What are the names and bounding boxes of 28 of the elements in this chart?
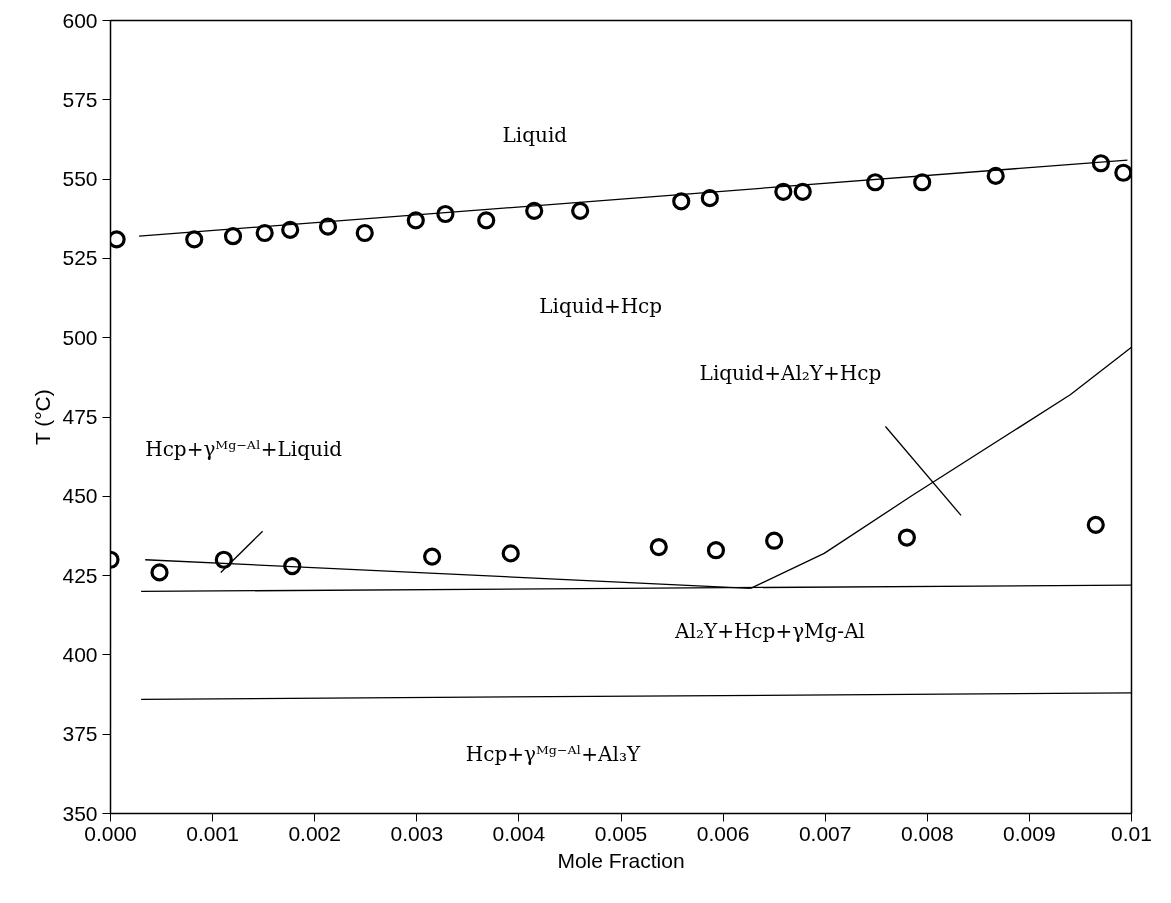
x-tick-label: 0.007 — [798, 821, 852, 845]
y-tick-label: 400 — [62, 642, 98, 666]
y-tick-label: 475 — [62, 405, 98, 428]
y-tick-label: 375 — [62, 722, 98, 746]
x-tick-label: 0.006 — [696, 821, 750, 845]
annotation: Liquid+Al₂Y+Hcp — [699, 361, 882, 386]
x-tick-label: 0.003 — [390, 821, 444, 845]
y-tick-label: 575 — [62, 87, 98, 111]
annotation: Hcp+γᴹᵍ⁻ᴬˡ+Al₃Y — [465, 742, 641, 767]
x-axis-title: Mole Fraction — [557, 848, 685, 872]
x-tick-label: 0.008 — [901, 821, 954, 845]
y-tick-label: 525 — [62, 246, 98, 270]
y-tick-label: 550 — [62, 167, 98, 191]
x-tick-label: 0.01 — [1111, 821, 1152, 845]
annotation: Hcp+γᴹᵍ⁻ᴬˡ+Liquid — [145, 436, 343, 461]
x-tick-label: 0.005 — [594, 821, 648, 845]
x-tick-label: 0.009 — [1003, 821, 1056, 845]
y-axis-title: T (°C) — [31, 389, 55, 446]
annotation: Liquid+Hcp — [539, 293, 663, 318]
y-tick-label: 600 — [62, 8, 98, 32]
annotation: Liquid — [502, 123, 568, 148]
x-tick-label: 0.004 — [492, 821, 546, 845]
y-tick-label: 425 — [62, 563, 98, 587]
annotation: Al₂Y+Hcp+γMg-Al — [674, 619, 865, 644]
y-tick-label: 450 — [62, 484, 98, 508]
y-tick-label: 500 — [62, 325, 98, 349]
x-tick-label: 0.002 — [288, 821, 341, 845]
x-tick-label: 0.001 — [186, 821, 239, 845]
